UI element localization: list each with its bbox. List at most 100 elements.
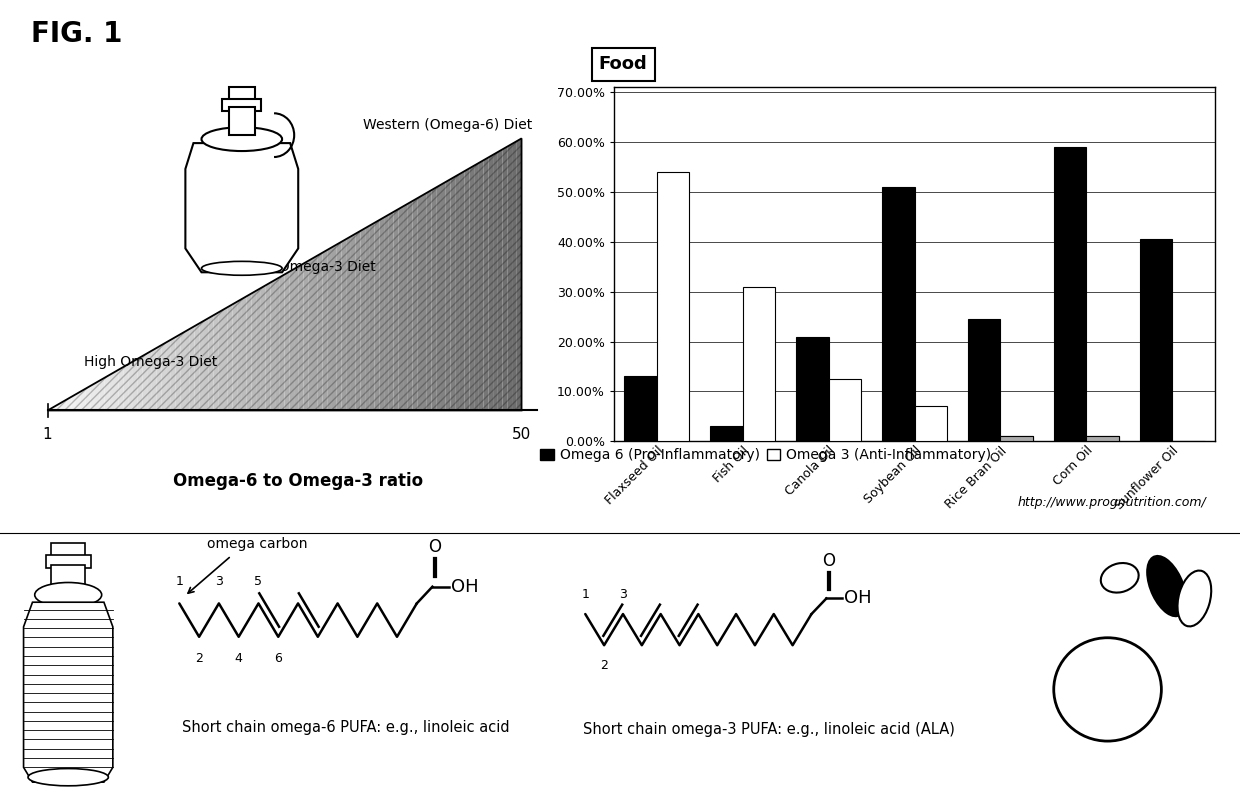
Polygon shape xyxy=(109,372,114,410)
Polygon shape xyxy=(133,359,138,410)
Polygon shape xyxy=(341,239,346,410)
Text: Western (Omega-6) Diet: Western (Omega-6) Diet xyxy=(363,118,532,132)
Polygon shape xyxy=(497,149,502,410)
Polygon shape xyxy=(351,234,356,410)
Bar xyxy=(1054,147,1086,441)
Polygon shape xyxy=(465,169,470,410)
Text: FIG. 1: FIG. 1 xyxy=(31,20,123,48)
Polygon shape xyxy=(76,391,81,410)
Polygon shape xyxy=(119,367,124,410)
Polygon shape xyxy=(228,304,232,410)
Legend: Omega 6 (Pro-Inflammatory), Omega 3 (Anti-Inflammatory): Omega 6 (Pro-Inflammatory), Omega 3 (Ant… xyxy=(541,448,991,462)
Polygon shape xyxy=(474,163,479,410)
Bar xyxy=(657,173,689,441)
Bar xyxy=(624,377,657,441)
Ellipse shape xyxy=(1147,556,1185,616)
Polygon shape xyxy=(436,184,441,410)
Polygon shape xyxy=(171,337,176,410)
Bar xyxy=(46,556,91,568)
Polygon shape xyxy=(455,174,460,410)
Polygon shape xyxy=(403,204,408,410)
Ellipse shape xyxy=(29,769,108,785)
Polygon shape xyxy=(104,375,109,410)
Polygon shape xyxy=(370,223,374,410)
Text: 50: 50 xyxy=(512,427,531,442)
Text: 3: 3 xyxy=(215,576,223,588)
Polygon shape xyxy=(460,171,465,410)
Polygon shape xyxy=(138,356,143,410)
Polygon shape xyxy=(337,242,341,410)
Text: 1: 1 xyxy=(175,576,184,588)
Polygon shape xyxy=(237,299,242,410)
Ellipse shape xyxy=(35,583,102,607)
Polygon shape xyxy=(332,245,337,410)
Polygon shape xyxy=(393,209,398,410)
Polygon shape xyxy=(62,400,67,410)
Polygon shape xyxy=(441,182,445,410)
Polygon shape xyxy=(114,370,119,410)
Polygon shape xyxy=(484,157,489,410)
Text: 1: 1 xyxy=(43,427,52,442)
Text: Omega-6 to Omega-3 ratio: Omega-6 to Omega-3 ratio xyxy=(172,472,423,491)
Polygon shape xyxy=(213,312,218,410)
Polygon shape xyxy=(208,316,213,410)
Polygon shape xyxy=(91,383,95,410)
Polygon shape xyxy=(247,293,252,410)
Polygon shape xyxy=(265,282,270,410)
Polygon shape xyxy=(422,193,427,410)
Polygon shape xyxy=(309,258,312,410)
Polygon shape xyxy=(47,408,52,410)
Polygon shape xyxy=(304,261,309,410)
Polygon shape xyxy=(205,318,208,410)
Polygon shape xyxy=(289,269,294,410)
Polygon shape xyxy=(322,250,327,410)
Polygon shape xyxy=(356,231,361,410)
Polygon shape xyxy=(507,144,512,410)
Text: 4: 4 xyxy=(234,652,243,665)
Polygon shape xyxy=(270,280,275,410)
Polygon shape xyxy=(52,405,57,410)
Polygon shape xyxy=(479,160,484,410)
Ellipse shape xyxy=(1178,571,1211,626)
Text: http://www.prognutrition.com/: http://www.prognutrition.com/ xyxy=(1018,496,1207,510)
Polygon shape xyxy=(176,334,180,410)
Text: omega carbon: omega carbon xyxy=(207,537,308,551)
Ellipse shape xyxy=(1101,563,1138,592)
Polygon shape xyxy=(427,190,432,410)
Polygon shape xyxy=(156,345,161,410)
Polygon shape xyxy=(257,288,260,410)
Polygon shape xyxy=(99,378,104,410)
Polygon shape xyxy=(95,381,99,410)
Bar xyxy=(882,187,915,441)
Polygon shape xyxy=(151,348,156,410)
Text: 1: 1 xyxy=(582,588,589,600)
Text: Low Omega-3 Diet: Low Omega-3 Diet xyxy=(247,261,376,274)
Polygon shape xyxy=(260,285,265,410)
Polygon shape xyxy=(143,353,148,410)
Text: 2: 2 xyxy=(195,652,203,665)
Bar xyxy=(915,406,947,441)
Polygon shape xyxy=(223,307,228,410)
Polygon shape xyxy=(418,196,422,410)
Polygon shape xyxy=(190,326,195,410)
Polygon shape xyxy=(242,297,247,410)
Polygon shape xyxy=(374,220,379,410)
Bar xyxy=(1140,239,1172,441)
Bar xyxy=(222,99,262,111)
Polygon shape xyxy=(252,291,257,410)
Polygon shape xyxy=(502,146,507,410)
Polygon shape xyxy=(413,198,418,410)
Polygon shape xyxy=(494,152,497,410)
Text: Short chain omega-6 PUFA: e.g., linoleic acid: Short chain omega-6 PUFA: e.g., linoleic… xyxy=(182,720,510,735)
Bar xyxy=(229,107,254,135)
Polygon shape xyxy=(280,274,285,410)
Polygon shape xyxy=(327,247,332,410)
Text: O: O xyxy=(429,537,441,556)
Polygon shape xyxy=(389,211,393,410)
Bar xyxy=(1086,436,1118,441)
Polygon shape xyxy=(365,226,370,410)
Polygon shape xyxy=(185,329,190,410)
Bar xyxy=(743,287,775,441)
Bar xyxy=(796,336,828,441)
Polygon shape xyxy=(408,201,413,410)
